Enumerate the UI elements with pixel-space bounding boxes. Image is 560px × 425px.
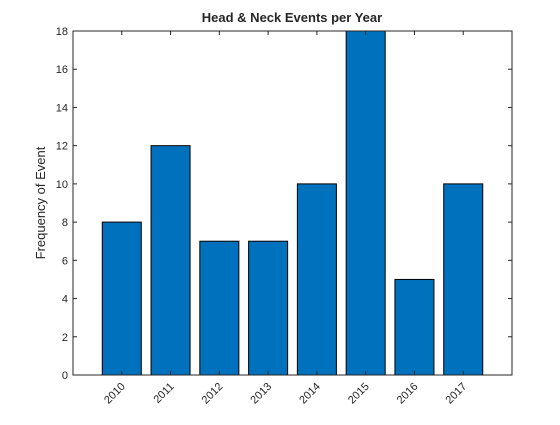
y-tick-label: 18 — [56, 26, 68, 38]
bar-2015 — [345, 30, 386, 376]
x-tick-label-2012: 2012 — [200, 381, 226, 407]
chart-title: Head & Neck Events per Year — [202, 10, 382, 25]
y-tick-label: 10 — [56, 179, 68, 191]
y-tick-label: 4 — [62, 294, 68, 306]
y-tick-label: 12 — [56, 141, 68, 153]
bar-2010 — [101, 221, 142, 376]
y-tick-label: 0 — [62, 370, 68, 382]
x-tick-label-2017: 2017 — [444, 381, 470, 407]
x-tick-label-2014: 2014 — [297, 381, 323, 407]
x-tick-label-2016: 2016 — [395, 381, 421, 407]
x-tick-label-2011: 2011 — [151, 381, 176, 406]
y-tick-label: 16 — [56, 64, 68, 76]
y-tick-label: 8 — [62, 217, 68, 229]
x-tick-label-2010: 2010 — [102, 381, 128, 407]
bar-2017 — [443, 183, 484, 376]
bar-2012 — [199, 240, 240, 376]
y-axis-label: Frequency of Event — [33, 146, 48, 259]
bar-2011 — [150, 145, 191, 376]
bar-2016 — [394, 278, 435, 376]
y-tick-label: 2 — [62, 332, 68, 344]
bar-2013 — [248, 240, 289, 376]
y-tick-label: 14 — [56, 102, 68, 114]
axes-box — [72, 30, 513, 376]
x-tick-label-2015: 2015 — [346, 381, 372, 407]
bar-2014 — [296, 183, 337, 376]
bars-group — [101, 30, 484, 376]
y-tick-label: 6 — [62, 255, 68, 267]
x-tick-label-2013: 2013 — [248, 381, 274, 407]
